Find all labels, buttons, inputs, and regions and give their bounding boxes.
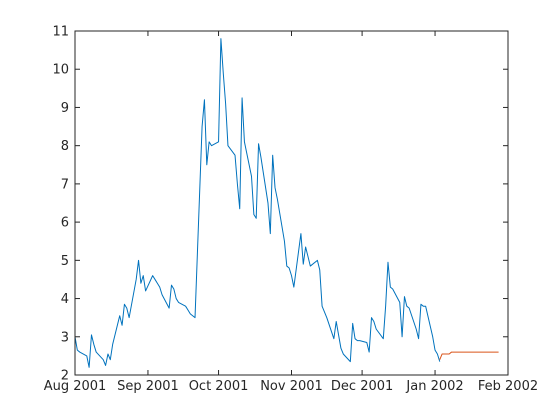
series-line-2 xyxy=(439,351,499,360)
y-tick-label: 8 xyxy=(61,139,69,154)
x-tick-label: Sep 2001 xyxy=(117,379,179,394)
axes-box xyxy=(74,30,509,376)
x-tick-label: Feb 2002 xyxy=(478,379,538,394)
y-tick-label: 5 xyxy=(61,254,69,269)
x-axis: Aug 2001 Sep 2001 Oct 2001 Nov 2001 Dec 2001… xyxy=(44,31,538,394)
plot-area-frame xyxy=(74,30,509,376)
y-tick-label: 7 xyxy=(61,177,69,192)
y-tick-label: 10 xyxy=(52,63,69,78)
x-tick-label: Oct 2001 xyxy=(189,379,249,394)
x-tick-label: Dec 2001 xyxy=(331,379,393,394)
x-tick-label: Nov 2001 xyxy=(260,379,323,394)
series-layer xyxy=(74,38,499,368)
y-tick-label: 11 xyxy=(52,25,69,40)
y-tick-label: 4 xyxy=(61,292,69,307)
x-tick-label: Jan 2002 xyxy=(405,379,463,394)
series-line-1 xyxy=(74,38,441,368)
y-tick-label: 6 xyxy=(61,216,69,231)
y-tick-label: 9 xyxy=(61,101,69,116)
y-axis: 2 3 4 5 6 7 8 9 10 11 xyxy=(52,25,508,384)
y-tick-label: 2 xyxy=(61,369,69,384)
x-tick-label: Aug 2001 xyxy=(44,379,107,394)
y-tick-label: 3 xyxy=(61,330,69,345)
